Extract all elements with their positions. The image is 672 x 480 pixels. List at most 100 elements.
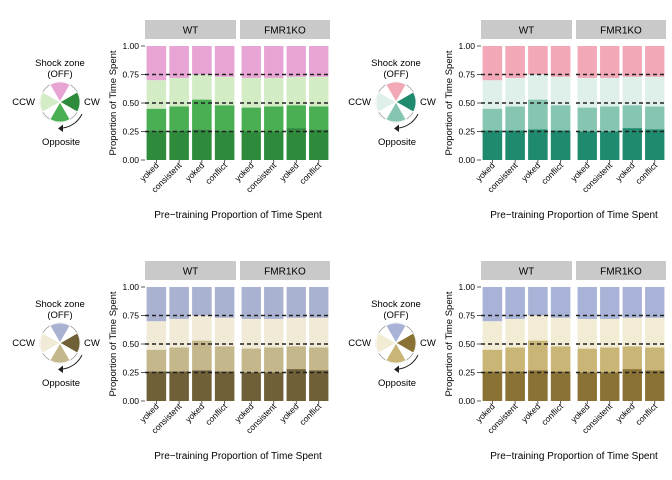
bar-segment-opposite <box>482 130 503 160</box>
y-tick-label: 0.50 <box>122 98 139 108</box>
legend-off-label: (OFF) <box>383 310 408 321</box>
bar-segment-opposite <box>286 369 306 401</box>
bar-segment-opposite <box>622 369 642 401</box>
facet-strip <box>240 261 330 280</box>
bar-segment-ccw <box>482 80 503 109</box>
rotation-arrow <box>398 113 419 129</box>
bar-segment-cw <box>169 347 189 372</box>
bar-segment-opposite <box>505 130 525 160</box>
facet-strip <box>145 20 236 39</box>
facet-title: FMR1KO <box>264 267 306 278</box>
bar-segment-opposite <box>550 130 571 160</box>
x-tick-label: conflict <box>203 401 229 427</box>
bar-segment-cw <box>309 106 329 130</box>
legend-ccw-wedge <box>39 332 61 354</box>
bar-segment-ccw <box>192 74 212 100</box>
legend-opposite-label: Opposite <box>42 137 80 148</box>
facet-strip <box>576 20 666 39</box>
x-tick-label: conflict <box>539 160 565 186</box>
y-tick-label: 0.25 <box>458 127 475 137</box>
rotation-arrow <box>62 354 83 370</box>
bar-segment-ccw <box>505 318 525 348</box>
x-tick-label: conflict <box>633 401 659 427</box>
bar-segment-opposite <box>214 371 235 401</box>
y-tick-label: 0.75 <box>122 70 139 80</box>
bar-segment-opposite <box>645 129 665 160</box>
legend-ccw-wedge <box>375 332 397 354</box>
legend-cw-wedge <box>395 91 417 113</box>
zone-legend: Shock zone(OFF) CCW CW Opposite <box>12 58 100 148</box>
legend-ccw-label: CCW <box>348 338 371 349</box>
legend-ccw-wedge <box>375 91 397 113</box>
bar-segment-ccw <box>214 317 235 347</box>
bar-segment-cw <box>264 347 284 373</box>
rotation-arrow <box>398 354 419 370</box>
facet-title: WT <box>519 267 535 278</box>
bar-segment-cw <box>241 348 261 373</box>
y-tick-label: 0.75 <box>122 311 139 321</box>
legend-shock-wedge <box>385 81 407 103</box>
bar-segment-cw <box>645 347 665 371</box>
bar-segment-cw <box>550 346 571 372</box>
y-tick-label: 0.50 <box>458 98 475 108</box>
facet-strip <box>145 261 236 280</box>
bar-segment-ccw <box>146 80 167 109</box>
bar-segment-cw <box>577 348 597 373</box>
bar-segment-cw <box>622 346 642 370</box>
y-axis-label: Proportion of Time Spent <box>444 50 455 155</box>
bar-segment-cw <box>550 105 571 131</box>
y-tick-label: 0.00 <box>122 396 139 406</box>
x-tick-label: conflict <box>203 160 229 186</box>
legend-opposite-wedge <box>49 342 71 364</box>
facet-strip <box>481 261 572 280</box>
bar-segment-opposite <box>505 371 525 401</box>
chart-panel-2: Shock zone(OFF) CCW CW Opposite Proportion o… <box>348 20 666 221</box>
facet-strip <box>576 261 666 280</box>
bar-segment-cw <box>600 106 620 132</box>
bar-segment-ccw <box>577 318 597 349</box>
legend-shock-label: Shock zone <box>35 58 85 69</box>
bar-segment-cw <box>600 347 620 373</box>
bar-segment-ccw <box>550 317 571 347</box>
legend-shock-label: Shock zone <box>35 299 85 310</box>
y-tick-label: 1.00 <box>122 41 139 51</box>
bar-segment-shock <box>214 46 235 77</box>
bar-segment-ccw <box>528 315 548 341</box>
bar-segment-opposite <box>528 370 548 401</box>
bar-segment-ccw <box>550 76 571 106</box>
bar-segment-cw <box>482 349 503 372</box>
bar-segment-opposite <box>309 370 329 401</box>
legend-ccw-wedge <box>39 91 61 113</box>
bar-segment-shock <box>550 46 571 77</box>
bar-segment-cw <box>505 347 525 372</box>
y-tick-label: 0.25 <box>122 368 139 378</box>
bar-segment-cw <box>577 107 597 132</box>
facet-title: WT <box>183 26 199 37</box>
bar-segment-cw <box>192 99 212 130</box>
chart-panel-1: Shock zone(OFF) CCW CW Opposite Proportion o… <box>12 20 330 221</box>
bar-segment-ccw <box>505 77 525 107</box>
zone-legend: Shock zone(OFF) CCW CW Opposite <box>348 299 436 389</box>
x-axis-label: Pre−training Proportion of Time Spent <box>154 451 322 462</box>
bar-segment-opposite <box>622 128 642 160</box>
x-axis-label: Pre−training Proportion of Time Spent <box>490 210 658 221</box>
x-axis-label: Pre−training Proportion of Time Spent <box>154 210 322 221</box>
facet-title: WT <box>519 26 535 37</box>
bar-segment-ccw <box>146 321 167 350</box>
bar-segment-shock <box>309 287 329 318</box>
bar-segment-opposite <box>528 129 548 160</box>
bar-segment-opposite <box>309 129 329 160</box>
bar-segment-ccw <box>286 76 306 106</box>
bar-segment-opposite <box>577 372 597 401</box>
y-tick-label: 1.00 <box>122 282 139 292</box>
bar-segment-opposite <box>192 129 212 160</box>
bar-segment-opposite <box>264 372 284 401</box>
bar-segment-opposite <box>146 130 167 160</box>
y-tick-label: 1.00 <box>458 282 475 292</box>
bar-segment-cw <box>528 99 548 130</box>
bar-segment-cw <box>505 106 525 131</box>
